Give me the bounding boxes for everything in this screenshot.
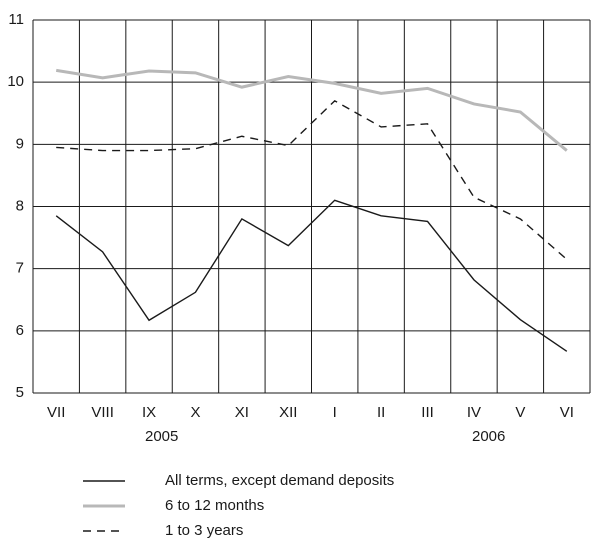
y-tick-label: 8 xyxy=(16,197,24,214)
series-line xyxy=(56,99,568,260)
series-line xyxy=(55,68,568,152)
x-tick-label: II xyxy=(377,404,385,421)
x-tick-label: VI xyxy=(560,404,574,421)
y-tick-label: 10 xyxy=(7,73,24,90)
y-tick-label: 6 xyxy=(16,322,24,339)
x-tick-label: III xyxy=(421,404,434,421)
x-tick-label: XI xyxy=(235,404,249,421)
series-line xyxy=(55,199,568,352)
y-tick-label: 9 xyxy=(16,135,24,152)
y-tick-label: 7 xyxy=(16,260,24,277)
legend-label: 1 to 3 years xyxy=(165,522,243,539)
year-label: 2006 xyxy=(472,428,505,445)
x-tick-label: XII xyxy=(279,404,297,421)
y-tick-label: 11 xyxy=(8,11,24,28)
x-tick-label: V xyxy=(515,404,525,421)
x-tick-label: VIII xyxy=(91,404,114,421)
legend-label: All terms, except demand deposits xyxy=(165,472,394,489)
y-tick-label: 5 xyxy=(16,384,24,401)
x-tick-label: I xyxy=(333,404,337,421)
x-tick-label: VII xyxy=(47,404,65,421)
x-tick-label: X xyxy=(190,404,200,421)
x-tick-label: IV xyxy=(467,404,481,421)
legend-label: 6 to 12 months xyxy=(165,497,264,514)
year-label: 2005 xyxy=(145,428,178,445)
x-tick-label: IX xyxy=(142,404,156,421)
